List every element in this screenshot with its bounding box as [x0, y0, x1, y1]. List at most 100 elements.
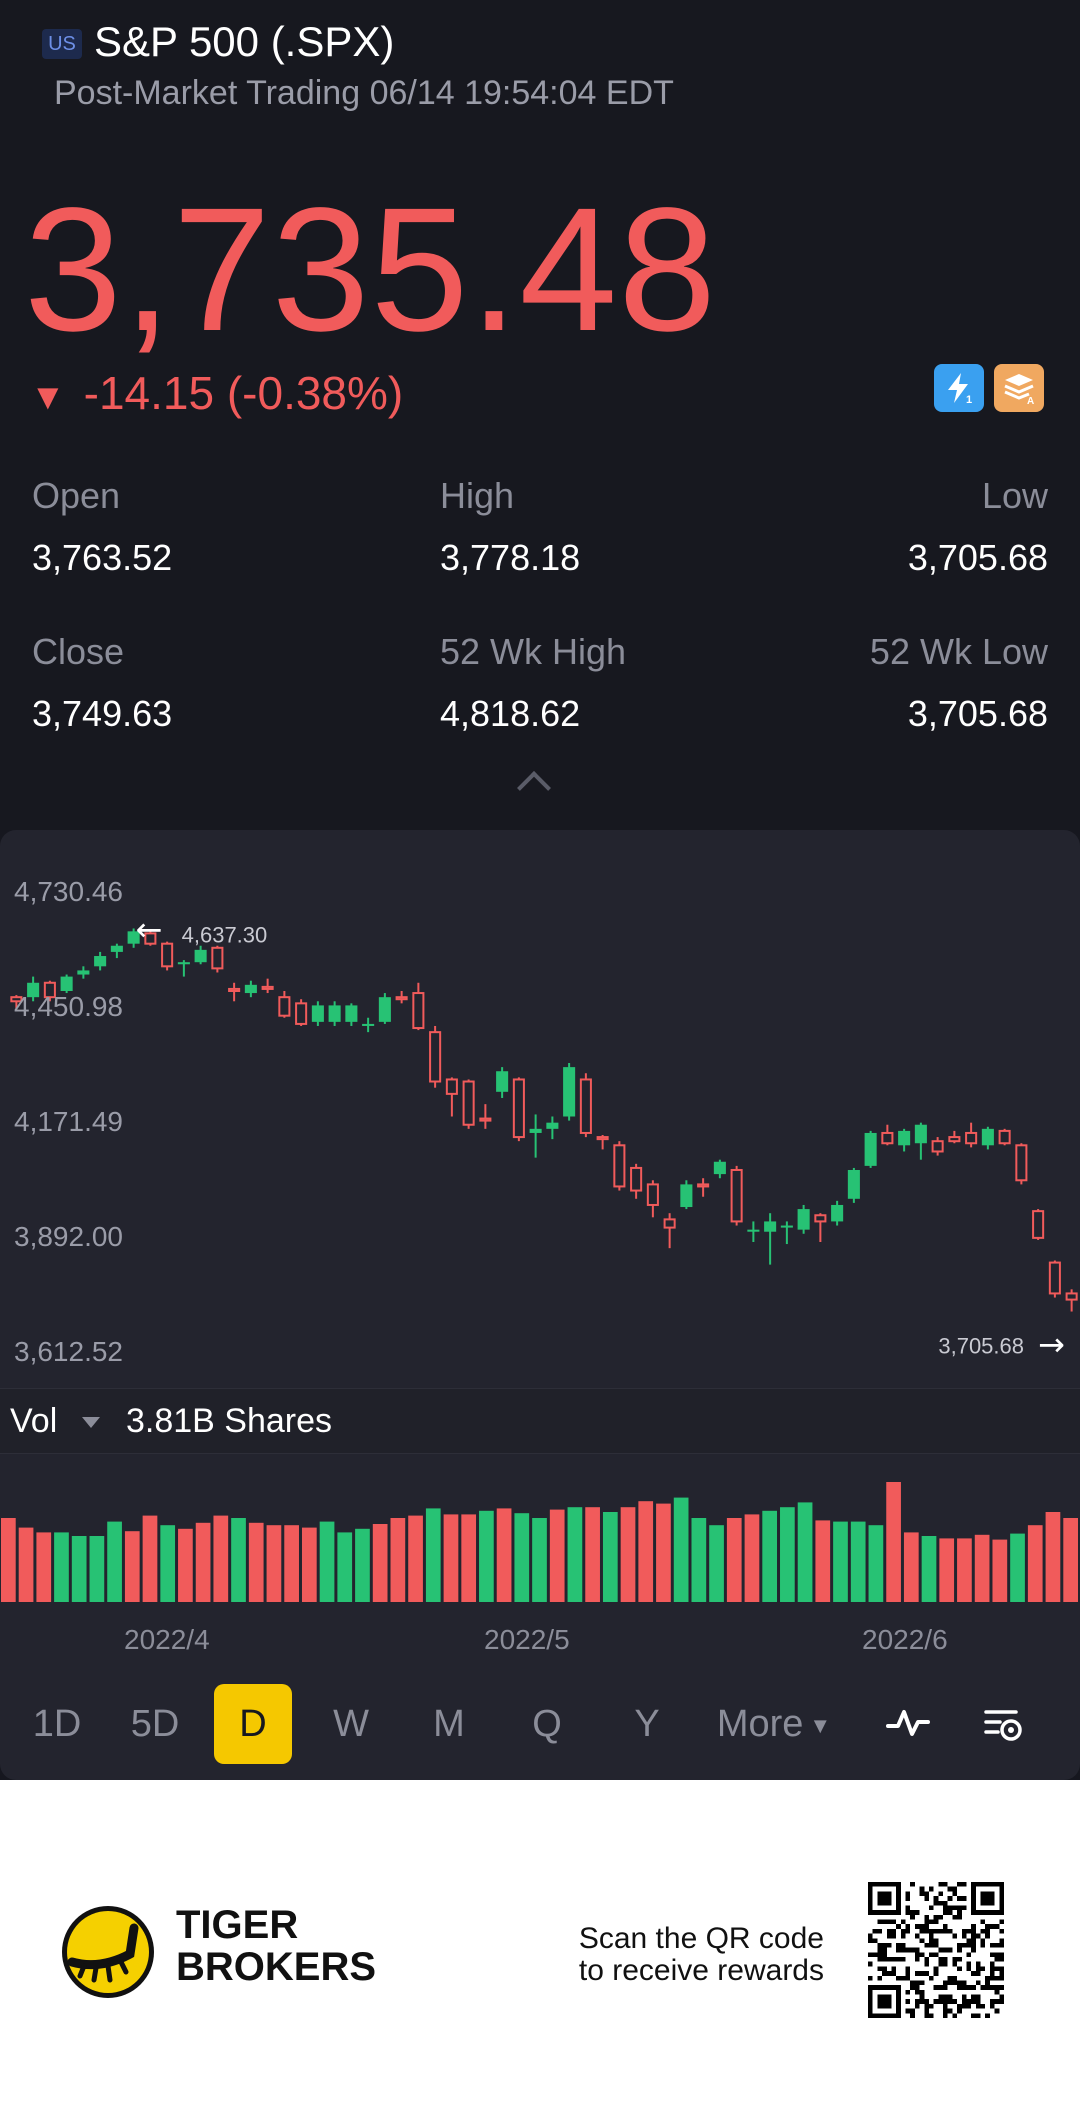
qr-module [933, 1914, 939, 1920]
volume-bar [691, 1518, 707, 1602]
qr-module [994, 1952, 1000, 1958]
tab-more[interactable]: More ▼ [704, 1684, 844, 1764]
tab-5d[interactable]: 5D [130, 1703, 180, 1745]
chart-settings-icon[interactable] [982, 1704, 1026, 1749]
qr-module [999, 1985, 1004, 1990]
qr-module [914, 1985, 920, 1990]
candle-body [211, 946, 224, 970]
qr-module [900, 1919, 906, 1925]
candle-body [244, 984, 257, 994]
tab-more-label: More [716, 1703, 804, 1745]
qr-module [924, 1971, 929, 1976]
qr-module [924, 1914, 929, 1920]
candle-body [1065, 1292, 1078, 1301]
qr-module [947, 1947, 953, 1953]
layers-icon[interactable]: A [994, 364, 1044, 412]
volume-bar [496, 1508, 512, 1602]
candlestick-chart[interactable]: 4,730.46 4,450.98 4,171.49 3,892.00 3,612.52… [0, 830, 1080, 1388]
volume-bar [797, 1502, 813, 1602]
volume-bar [479, 1510, 494, 1602]
candle-body [563, 1067, 576, 1117]
qr-module [919, 1980, 925, 1986]
volume-dropdown-icon[interactable] [82, 1417, 100, 1428]
volume-bar [355, 1528, 370, 1602]
qr-module [900, 1933, 906, 1939]
candle-body [965, 1131, 978, 1145]
qr-module [957, 1957, 962, 1962]
qr-module [961, 1933, 967, 1939]
brand-line-1: TIGER [176, 1903, 299, 1947]
qr-module [957, 1910, 962, 1915]
qr-module [924, 1961, 929, 1967]
qr-module [947, 1994, 953, 2000]
max-arrow-icon: ← [136, 910, 163, 948]
qr-module [933, 1942, 939, 1948]
qr-module [971, 1942, 976, 1948]
qr-module [943, 1980, 948, 1986]
volume-bar [54, 1532, 69, 1602]
qr-module [975, 1961, 981, 1967]
qr-module [919, 1938, 925, 1943]
qr-module [957, 2008, 962, 2014]
candle-body [680, 1184, 693, 1208]
qr-module [999, 1966, 1004, 1972]
candle-body [1015, 1144, 1028, 1182]
qr-module [943, 1957, 948, 1962]
qr-module [910, 1910, 915, 1915]
qr-module [900, 1975, 906, 1981]
tab-1d[interactable]: 1D [32, 1703, 82, 1745]
qr-module [947, 1999, 953, 2004]
qr-module [938, 1957, 944, 1962]
qr-module [961, 1896, 967, 1901]
qr-module [999, 1928, 1004, 1934]
tab-w[interactable]: W [333, 1703, 369, 1745]
lightning-icon[interactable]: 1 [934, 364, 984, 412]
qr-module [928, 1938, 934, 1943]
qr-module [938, 1947, 944, 1953]
indicator-icon[interactable] [884, 1704, 932, 1745]
qr-module [952, 1891, 958, 1897]
tab-d[interactable]: D [214, 1684, 292, 1764]
qr-module [994, 2008, 1000, 2014]
volume-bar [266, 1525, 282, 1602]
candle-body [646, 1183, 659, 1206]
volume-chart[interactable] [0, 1452, 1080, 1612]
low-label: Low [981, 475, 1048, 516]
qr-module [999, 1999, 1004, 2004]
volume-bar [1063, 1518, 1078, 1602]
qr-module [975, 2013, 981, 2018]
qr-module [928, 1975, 934, 1981]
tab-m[interactable]: M [433, 1703, 465, 1745]
qr-module [928, 1952, 934, 1958]
candle-body [479, 1117, 492, 1122]
qr-module [905, 1966, 911, 1972]
qr-module [989, 1966, 995, 1972]
qr-module [900, 1942, 906, 1948]
collapse-chevron-icon[interactable] [517, 771, 551, 805]
qr-module [914, 1910, 920, 1915]
qr-module [943, 1985, 948, 1990]
tab-y[interactable]: Y [634, 1703, 660, 1745]
qr-module [919, 1989, 925, 1995]
candle-body [780, 1225, 793, 1228]
qr-module [943, 1999, 948, 2004]
qr-module [947, 1928, 953, 1934]
qr-module [980, 2003, 986, 2009]
qr-module [877, 1966, 883, 1972]
volume-bar [886, 1482, 901, 1602]
qr-module [891, 1957, 897, 1962]
qr-module [999, 1994, 1004, 2000]
scan-instructions: Scan the QR code to receive rewards [520, 1923, 824, 1987]
candle-body [613, 1144, 626, 1188]
qr-module [877, 1928, 883, 1934]
qr-module [868, 1938, 873, 1943]
qr-module [872, 1952, 878, 1958]
volume-bar [461, 1514, 477, 1602]
tab-q[interactable]: Q [532, 1703, 562, 1745]
qr-module [957, 1882, 962, 1887]
volume-bar [726, 1518, 742, 1602]
volume-label[interactable]: Vol [10, 1402, 58, 1440]
qr-module [924, 1957, 929, 1962]
qr-module [910, 1914, 915, 1920]
qr-module [999, 1975, 1004, 1981]
